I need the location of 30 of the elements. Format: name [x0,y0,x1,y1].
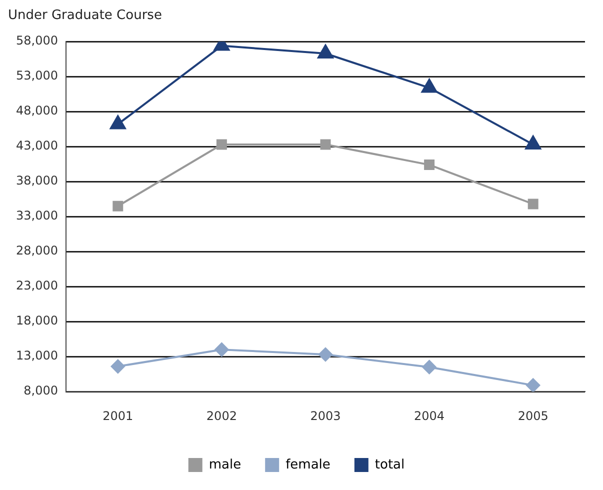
legend-label: total [374,457,405,472]
y-tick-label: 58,000 [16,34,58,48]
y-tick-label: 23,000 [16,278,58,293]
point [318,348,332,362]
x-tick-label: 2002 [206,408,237,423]
point [112,200,124,212]
x-tick-label: 2001 [102,408,134,423]
y-tick-label: 38,000 [16,174,58,188]
point [110,359,125,374]
legend-label: female [286,457,330,472]
chart-title: Under Graduate Course [8,8,162,24]
point [216,139,227,150]
y-tick-label: 8,000 [24,384,58,398]
point [320,139,331,150]
point [528,198,538,210]
x-tick-label: 2003 [310,408,341,423]
y-tick-label: 28,000 [16,244,58,258]
point [422,360,436,374]
y-tick-label: 33,000 [16,208,58,223]
legend-label: male [208,457,242,472]
y-tick-label: 48,000 [16,104,58,118]
y-tick-label: 13,000 [16,348,58,363]
point [424,160,435,170]
x-tick-label: 2005 [518,408,548,423]
point [526,378,540,392]
x-tick-label: 2004 [414,408,445,423]
y-tick-label: 18,000 [16,314,58,328]
y-tick-label: 43,000 [16,138,58,153]
point [214,342,229,357]
y-tick-label: 53,000 [16,68,58,83]
